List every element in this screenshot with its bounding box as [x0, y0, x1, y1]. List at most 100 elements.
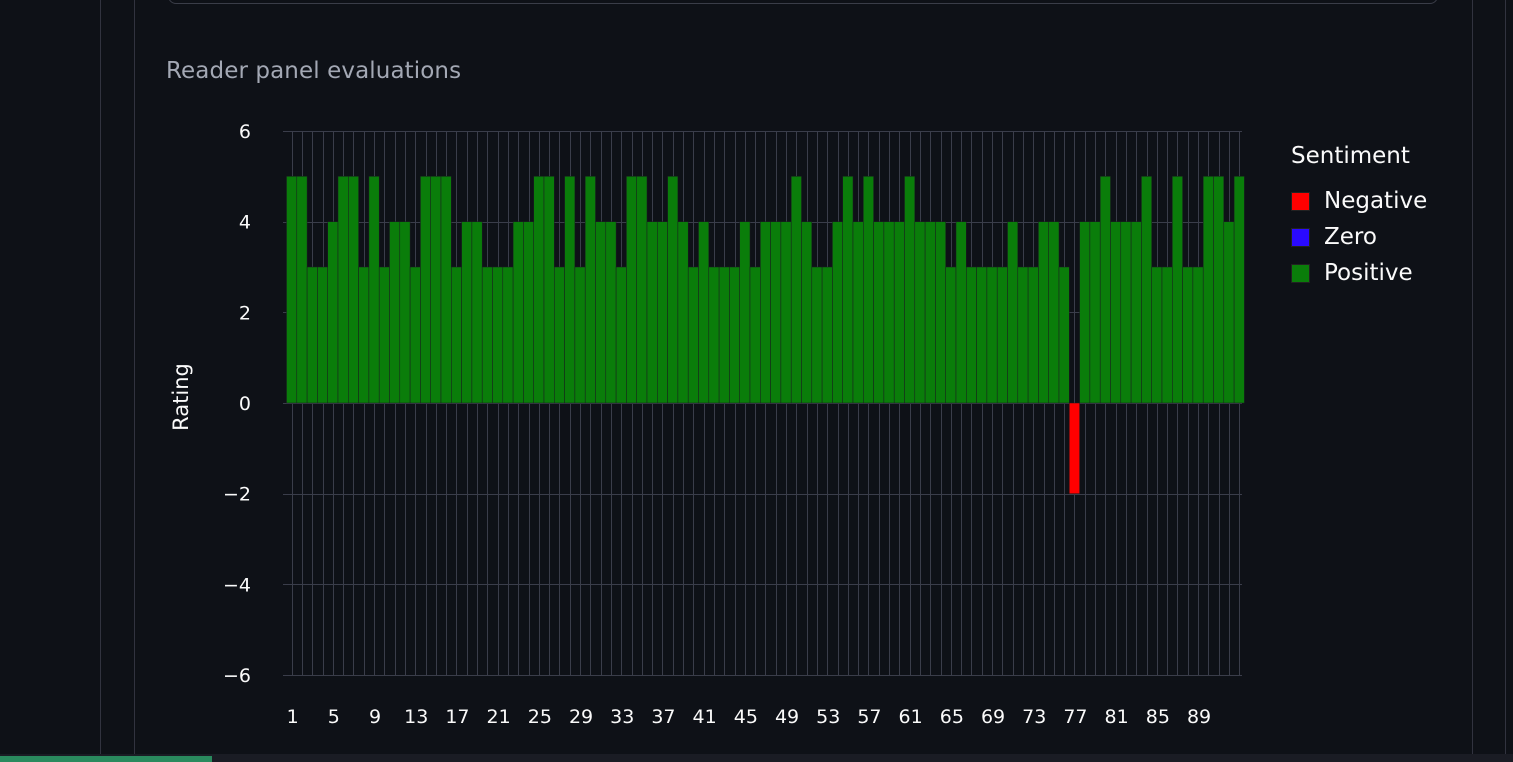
bar-positive	[677, 221, 689, 404]
bar-positive	[821, 266, 833, 404]
legend-swatch-positive	[1291, 263, 1310, 283]
active-bottom-tab[interactable]	[0, 756, 212, 762]
legend-item-positive[interactable]: Positive	[1291, 255, 1427, 291]
bar-positive	[296, 176, 308, 404]
x-tick-label: 9	[369, 706, 381, 728]
x-tick-label: 45	[734, 706, 758, 728]
x-tick-label: 37	[651, 706, 675, 728]
bar-positive	[378, 266, 390, 404]
x-tick-label: 41	[693, 706, 717, 728]
legend-item-negative[interactable]: Negative	[1291, 183, 1427, 219]
bar-positive	[739, 221, 751, 404]
bar-positive	[358, 266, 370, 404]
y-tick-label: −6	[223, 665, 251, 687]
bar-positive	[368, 176, 380, 404]
bar-positive	[698, 221, 710, 404]
legend-title: Sentiment	[1291, 143, 1410, 169]
bar-positive	[584, 176, 596, 404]
bar-positive	[646, 221, 658, 404]
bar-positive	[873, 221, 885, 404]
x-tick-label: 29	[569, 706, 593, 728]
bar-positive	[657, 221, 668, 404]
bar-positive	[626, 176, 637, 404]
y-tick-label: −2	[223, 484, 251, 506]
bar-positive	[420, 176, 431, 404]
bar-positive	[966, 266, 977, 404]
left-rail-divider	[100, 0, 101, 762]
bar-positive	[811, 266, 823, 404]
bar-positive	[852, 221, 864, 404]
bottom-status-strip	[0, 754, 1513, 762]
legend-label-positive: Positive	[1324, 260, 1413, 286]
bar-positive	[286, 176, 298, 404]
bar-positive	[904, 176, 916, 404]
bar-positive	[729, 266, 740, 404]
bar-positive	[636, 176, 648, 404]
legend-swatch-negative	[1291, 191, 1310, 211]
bar-positive	[1233, 176, 1245, 404]
bar-positive	[883, 221, 895, 404]
bar-positive	[708, 266, 720, 404]
y-tick-label: 2	[239, 302, 251, 324]
chart-title: Reader panel evaluations	[166, 58, 462, 84]
bar-positive	[1089, 221, 1101, 404]
bar-positive	[687, 266, 699, 404]
bar-positive	[1120, 221, 1132, 404]
bar-positive	[523, 221, 534, 404]
bar-positive	[986, 266, 998, 404]
bar-positive	[409, 266, 421, 404]
bar-positive	[1130, 221, 1142, 404]
bar-positive	[306, 266, 318, 404]
x-tick-label: 77	[1063, 706, 1087, 728]
legend-label-zero: Zero	[1324, 224, 1377, 250]
bar-positive	[1213, 176, 1225, 404]
x-tick-label: 73	[1022, 706, 1046, 728]
bar-positive	[1192, 266, 1204, 404]
bar-positive	[348, 176, 359, 404]
bar-positive	[1202, 176, 1214, 404]
bar-positive	[461, 221, 473, 404]
bar-negative	[1069, 402, 1080, 494]
bar-positive	[955, 221, 967, 404]
x-tick-label: 89	[1187, 706, 1211, 728]
x-tick-label: 53	[816, 706, 840, 728]
legend-item-zero[interactable]: Zero	[1291, 219, 1427, 255]
y-axis-label: Rating	[169, 363, 193, 431]
bar-positive	[574, 266, 586, 404]
bar-positive	[718, 266, 730, 404]
bar-positive	[564, 176, 576, 404]
bar-positive	[1038, 221, 1049, 404]
x-tick-label: 5	[328, 706, 340, 728]
bar-positive	[543, 176, 555, 404]
y-tick-label: −4	[223, 574, 251, 596]
bar-positive	[770, 221, 782, 404]
bar-positive	[440, 176, 452, 404]
x-tick-label: 57	[857, 706, 881, 728]
bar-positive	[790, 176, 802, 404]
x-tick-label: 13	[404, 706, 428, 728]
bar-positive	[1027, 266, 1039, 404]
bar-positive	[471, 221, 483, 404]
bar-positive	[533, 176, 545, 404]
x-tick-label: 65	[940, 706, 964, 728]
container-right-border	[1472, 0, 1473, 762]
bar-positive	[502, 266, 514, 404]
x-tick-label: 61	[899, 706, 923, 728]
bar-positive	[801, 221, 813, 404]
bar-positive	[1151, 266, 1163, 404]
x-tick-label: 85	[1146, 706, 1170, 728]
bar-positive	[945, 266, 957, 404]
bar-positive	[430, 176, 442, 404]
bar-positive	[1048, 221, 1060, 404]
bar-positive	[492, 266, 504, 404]
bar-positive	[1007, 221, 1019, 404]
legend-label-negative: Negative	[1324, 188, 1428, 214]
x-tick-label: 1	[287, 706, 299, 728]
y-tick-label: 6	[239, 121, 251, 143]
x-tick-label: 21	[487, 706, 511, 728]
x-tick-label: 69	[981, 706, 1005, 728]
bar-positive	[1141, 176, 1152, 404]
bar-positive	[399, 221, 411, 404]
bar-positive	[1058, 266, 1070, 404]
